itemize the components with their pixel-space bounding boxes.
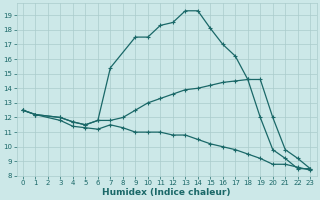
X-axis label: Humidex (Indice chaleur): Humidex (Indice chaleur)	[102, 188, 231, 197]
